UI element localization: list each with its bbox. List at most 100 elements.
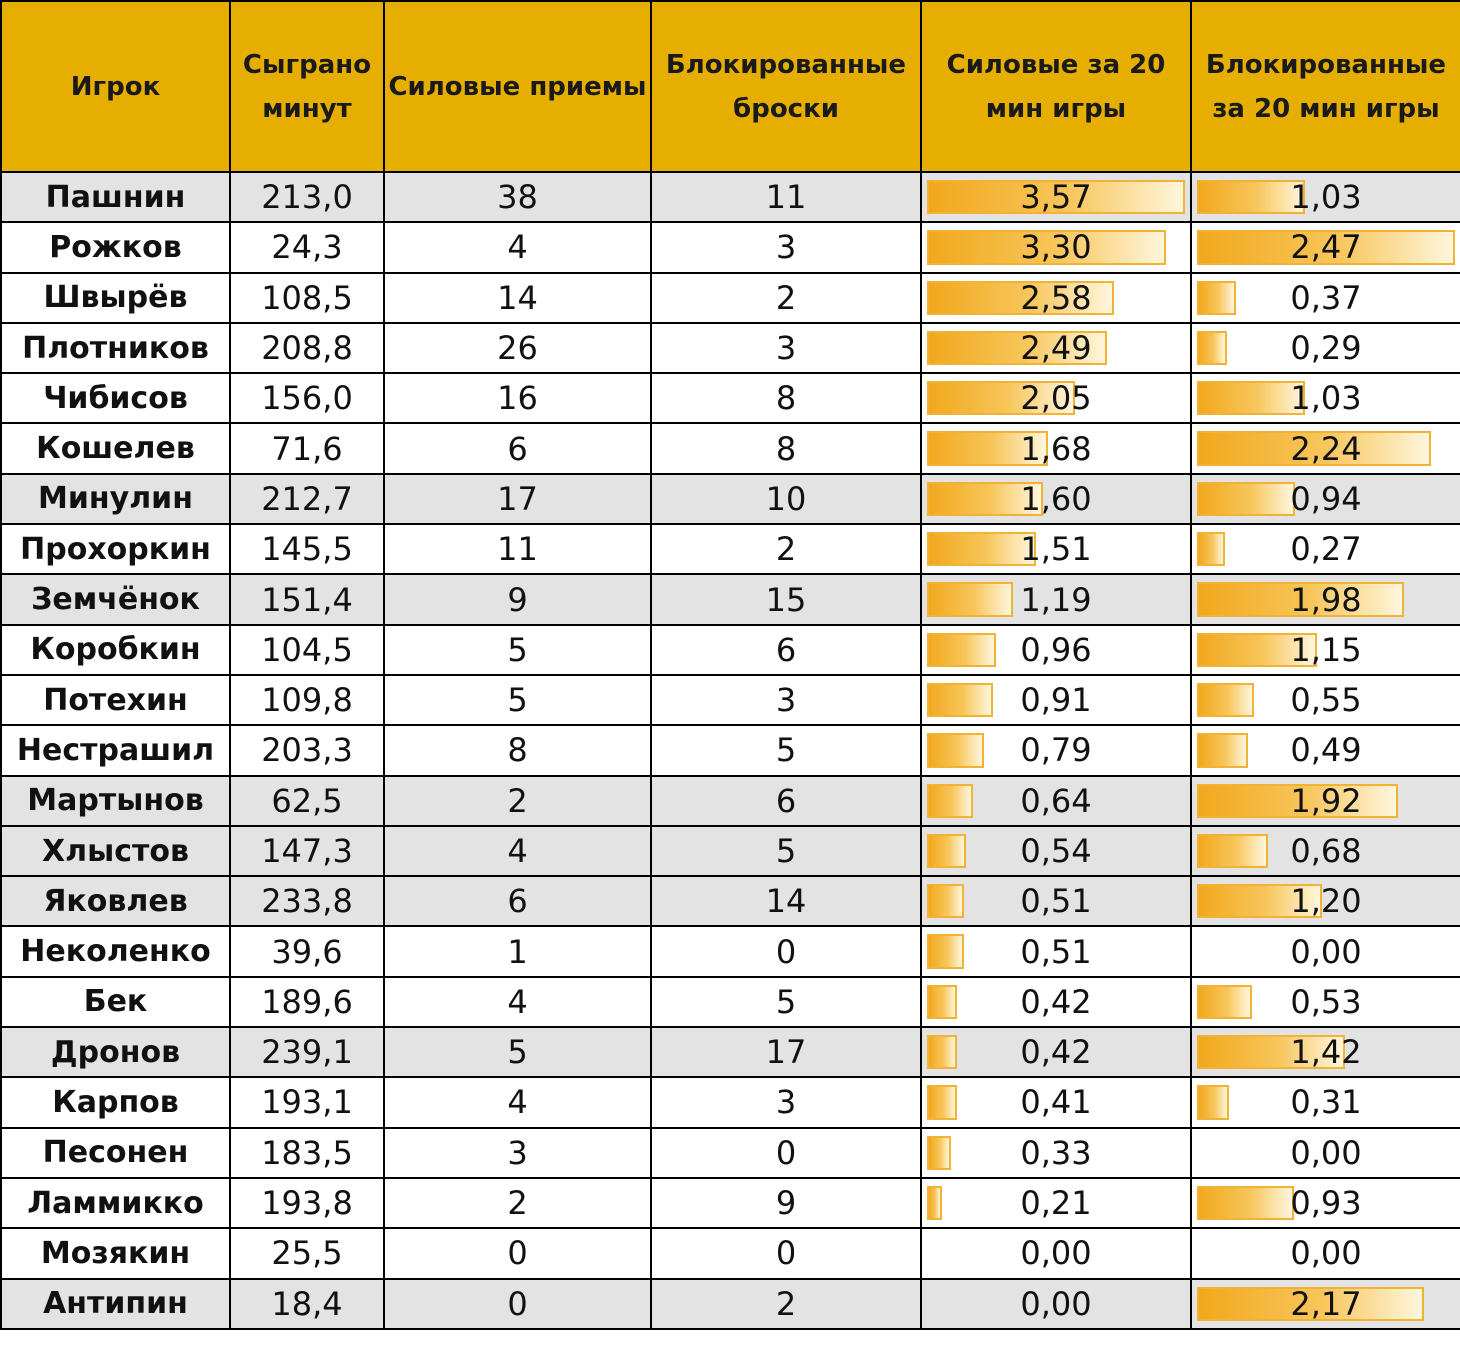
player-name-value: Антипин bbox=[43, 1286, 188, 1322]
blocks-cell-value: 2 bbox=[775, 1284, 797, 1323]
minutes-cell-value: 147,3 bbox=[261, 832, 353, 870]
blocks-per20-cell: 1,20 bbox=[1190, 875, 1460, 928]
table-row: Земчёнок 151,4 9 15 1,19 1,98 bbox=[0, 573, 1460, 626]
minutes-cell-value: 145,5 bbox=[261, 530, 353, 569]
hits-cell-value: 16 bbox=[497, 379, 538, 418]
player-name-value: Прохоркин bbox=[20, 531, 211, 567]
col-header-minutes: Сыграно минут bbox=[229, 0, 385, 173]
blocks-per20-cell: 0,27 bbox=[1190, 523, 1460, 576]
blocks-per20-cell-value: 0,55 bbox=[1290, 681, 1362, 720]
table-row: Мозякин 25,5 0 0 0,00 0,00 bbox=[0, 1227, 1460, 1280]
blocks-cell: 11 bbox=[650, 170, 922, 224]
hits-per20-bar bbox=[927, 431, 1049, 466]
hits-cell-value: 9 bbox=[507, 580, 528, 619]
hits-per20-cell: 0,79 bbox=[920, 724, 1192, 777]
table-row: Потехин 109,8 5 3 0,91 0,55 bbox=[0, 673, 1460, 727]
blocks-per20-cell: 0,29 bbox=[1190, 321, 1460, 375]
blocks-per20-bar bbox=[1197, 984, 1253, 1020]
player-name-value: Плотников bbox=[22, 330, 209, 366]
table-row: Ламмикко 193,8 2 9 0,21 0,93 bbox=[0, 1176, 1460, 1230]
blocks-per20-cell-value: 0,37 bbox=[1290, 278, 1362, 317]
blocks-per20-cell-value: 0,29 bbox=[1290, 329, 1362, 368]
blocks-per20-bar bbox=[1197, 431, 1431, 466]
minutes-cell-value: 104,5 bbox=[261, 630, 353, 669]
player-name-value: Хлыстов bbox=[42, 833, 189, 869]
player-name-value: Бек bbox=[83, 984, 148, 1020]
blocks-per20-cell: 1,98 bbox=[1190, 573, 1460, 626]
hits-cell: 38 bbox=[383, 170, 652, 224]
player-name: Коробкин bbox=[0, 623, 231, 676]
hits-per20-bar bbox=[927, 783, 974, 818]
hits-cell-value: 3 bbox=[507, 1133, 528, 1172]
blocks-per20-bar bbox=[1197, 833, 1268, 869]
blocks-cell-value: 2 bbox=[775, 530, 797, 569]
blocks-cell-value: 5 bbox=[775, 731, 797, 770]
hits-cell: 5 bbox=[383, 623, 652, 676]
player-name: Антипин bbox=[0, 1277, 231, 1330]
blocks-per20-cell-value: 0,00 bbox=[1290, 1133, 1362, 1172]
table-body: Пашнин 213,0 38 11 3,57 1,03 Рожков 24,3 4 3 3,30 2… bbox=[0, 170, 1460, 1330]
player-name-value: Минулин bbox=[38, 481, 193, 517]
minutes-cell-value: 203,3 bbox=[261, 731, 353, 770]
hits-per20-cell: 0,41 bbox=[920, 1076, 1192, 1129]
minutes-cell-value: 25,5 bbox=[271, 1234, 343, 1273]
hits-per20-cell: 0,91 bbox=[920, 673, 1192, 727]
player-name: Мозякин bbox=[0, 1227, 231, 1280]
hits-per20-cell-value: 1,60 bbox=[1020, 479, 1092, 518]
blocks-cell-value: 8 bbox=[775, 379, 797, 418]
player-name: Рожков bbox=[0, 221, 231, 274]
hits-cell: 1 bbox=[383, 925, 652, 978]
player-name-value: Чибисов bbox=[43, 380, 188, 416]
blocks-cell: 15 bbox=[650, 573, 922, 626]
hits-cell: 5 bbox=[383, 673, 652, 727]
minutes-cell-value: 71,6 bbox=[271, 429, 343, 468]
hits-cell-value: 14 bbox=[497, 278, 538, 317]
hits-per20-cell: 1,60 bbox=[920, 472, 1192, 526]
player-name: Хлыстов bbox=[0, 824, 231, 878]
minutes-cell-value: 18,4 bbox=[271, 1284, 343, 1323]
blocks-cell: 5 bbox=[650, 824, 922, 878]
blocks-per20-cell-value: 0,00 bbox=[1290, 932, 1362, 971]
table-row: Яковлев 233,8 6 14 0,51 1,20 bbox=[0, 875, 1460, 928]
hits-per20-cell: 2,58 bbox=[920, 271, 1192, 324]
hits-cell: 4 bbox=[383, 824, 652, 878]
hits-cell-value: 0 bbox=[507, 1234, 528, 1273]
hits-cell: 6 bbox=[383, 422, 652, 475]
blocks-per20-cell-value: 1,92 bbox=[1290, 781, 1362, 820]
blocks-cell: 3 bbox=[650, 1076, 922, 1129]
hits-cell-value: 4 bbox=[507, 228, 528, 267]
hits-cell-value: 2 bbox=[507, 1184, 528, 1223]
blocks-per20-cell: 1,03 bbox=[1190, 170, 1460, 224]
table-row: Мартынов 62,5 2 6 0,64 1,92 bbox=[0, 774, 1460, 827]
blocks-per20-bar bbox=[1197, 230, 1455, 265]
table-row: Коробкин 104,5 5 6 0,96 1,15 bbox=[0, 623, 1460, 676]
blocks-per20-cell-value: 1,98 bbox=[1290, 580, 1362, 619]
hits-per20-bar bbox=[927, 381, 1076, 416]
blocks-cell-value: 5 bbox=[775, 832, 797, 870]
player-name: Прохоркин bbox=[0, 523, 231, 576]
blocks-per20-bar bbox=[1197, 1035, 1346, 1070]
hits-per20-cell: 3,30 bbox=[920, 221, 1192, 274]
player-name: Пашнин bbox=[0, 170, 231, 224]
minutes-cell: 212,7 bbox=[229, 472, 385, 526]
table-row: Бек 189,6 4 5 0,42 0,53 bbox=[0, 975, 1460, 1029]
minutes-cell-value: 109,8 bbox=[261, 681, 353, 720]
blocks-cell-value: 6 bbox=[775, 630, 797, 669]
table-row: Плотников 208,8 26 3 2,49 0,29 bbox=[0, 321, 1460, 375]
blocks-per20-cell: 2,24 bbox=[1190, 422, 1460, 475]
hits-per20-bar bbox=[927, 481, 1043, 517]
blocks-per20-cell: 0,93 bbox=[1190, 1176, 1460, 1230]
blocks-per20-bar bbox=[1197, 532, 1226, 567]
blocks-per20-bar bbox=[1197, 582, 1404, 617]
hits-per20-cell-value: 0,96 bbox=[1020, 630, 1092, 669]
blocks-cell: 0 bbox=[650, 1227, 922, 1280]
hits-per20-cell: 2,49 bbox=[920, 321, 1192, 375]
blocks-cell: 8 bbox=[650, 372, 922, 425]
blocks-per20-cell: 1,42 bbox=[1190, 1026, 1460, 1079]
player-name-value: Потехин bbox=[43, 682, 188, 718]
player-name: Минулин bbox=[0, 472, 231, 526]
player-name: Ламмикко bbox=[0, 1176, 231, 1230]
minutes-cell: 208,8 bbox=[229, 321, 385, 375]
blocks-per20-bar bbox=[1197, 1286, 1424, 1321]
minutes-cell: 151,4 bbox=[229, 573, 385, 626]
